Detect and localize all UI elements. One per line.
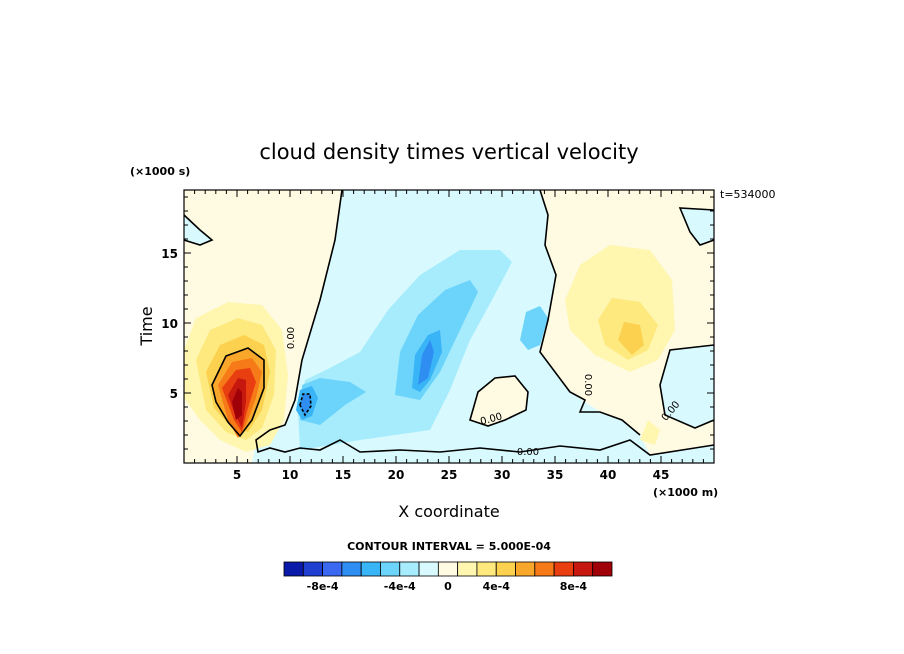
colorbar-swatch: [283, 561, 304, 577]
colorbar-swatch: [322, 561, 343, 577]
field-region-neg-5: [418, 340, 434, 385]
contour-label: 0.00: [582, 374, 593, 396]
colorbar-swatch: [437, 561, 459, 577]
colorbar-swatch: [457, 561, 478, 577]
contour-label: 0.00: [517, 447, 539, 458]
contour-label: 0.00: [286, 327, 297, 349]
x-tick-label: 40: [600, 468, 617, 482]
x-axis-label: X coordinate: [398, 502, 499, 521]
colorbar-label: -4e-4: [384, 580, 416, 593]
x-tick-label: 20: [388, 468, 405, 482]
colorbar-label: 0: [444, 580, 452, 593]
colorbar: -8e-4 -4e-4 0 4e-4 8e-4: [283, 561, 613, 593]
x-tick-label: 15: [335, 468, 352, 482]
chart-title: cloud density times vertical velocity: [259, 140, 638, 164]
y-units-label: (×1000 s): [130, 165, 190, 178]
contour-zero-right: [539, 190, 641, 436]
colorbar-swatch: [476, 561, 497, 577]
colorbar-label: 4e-4: [483, 580, 511, 593]
colorbar-swatch: [592, 561, 613, 577]
field-region-neg-3: [300, 378, 366, 425]
y-tick-label: 15: [161, 247, 178, 261]
contour-zero-left: [184, 214, 214, 246]
colorbar-swatch: [302, 561, 323, 577]
x-tick-label: 25: [441, 468, 458, 482]
colorbar-swatch: [418, 561, 439, 577]
x-units-label: (×1000 m): [653, 486, 718, 499]
colorbar-swatch: [341, 561, 362, 577]
colorbar-swatch: [360, 561, 381, 577]
contour-lines: [184, 190, 714, 456]
colorbar-swatch: [573, 561, 594, 577]
colorbar-swatch: [495, 561, 516, 577]
colorbar-swatch: [553, 561, 574, 577]
colorbar-label: -8e-4: [307, 580, 339, 593]
contour-zero-main: [255, 190, 714, 456]
field-region-neg-right: [680, 208, 714, 245]
y-tick-label: 5: [170, 387, 178, 401]
contour-zero-right-low: [659, 344, 714, 429]
field-region-pos-right3: [618, 322, 644, 355]
plot-area: 0.00 0.00 0.00 0.00 0.00: [184, 190, 714, 463]
colorbar-swatch: [399, 561, 420, 577]
x-tick-label: 45: [653, 468, 670, 482]
y-axis-label: Time: [137, 306, 156, 346]
colorbar-label: 8e-4: [560, 580, 588, 593]
field-region-pos-bump: [470, 376, 528, 426]
colorbar-swatch: [380, 561, 401, 577]
x-tick-label: 10: [282, 468, 299, 482]
colorbar-swatch: [515, 561, 536, 577]
x-tick-label: 5: [233, 468, 241, 482]
time-stamp: t=534000: [720, 188, 776, 201]
x-tick-label: 35: [547, 468, 564, 482]
contour-zero-right-top: [678, 207, 714, 246]
field-region-neg-right2: [660, 345, 714, 428]
x-tick-label: 30: [494, 468, 511, 482]
contour-zero-bump: [469, 375, 529, 427]
contour-interval: CONTOUR INTERVAL = 5.000E-04: [347, 540, 551, 553]
y-axis: 5 10 15: [161, 196, 714, 450]
field-region-pos-9: [232, 388, 242, 420]
colorbar-swatch: [534, 561, 555, 577]
y-tick-label: 10: [161, 317, 178, 331]
contour-pos-core: [211, 347, 265, 438]
field-region-pos-right4: [640, 420, 660, 445]
x-axis: 5 10 15 20 25 30 35 40 45: [194, 190, 704, 482]
field-region-neg-3c: [520, 306, 548, 350]
